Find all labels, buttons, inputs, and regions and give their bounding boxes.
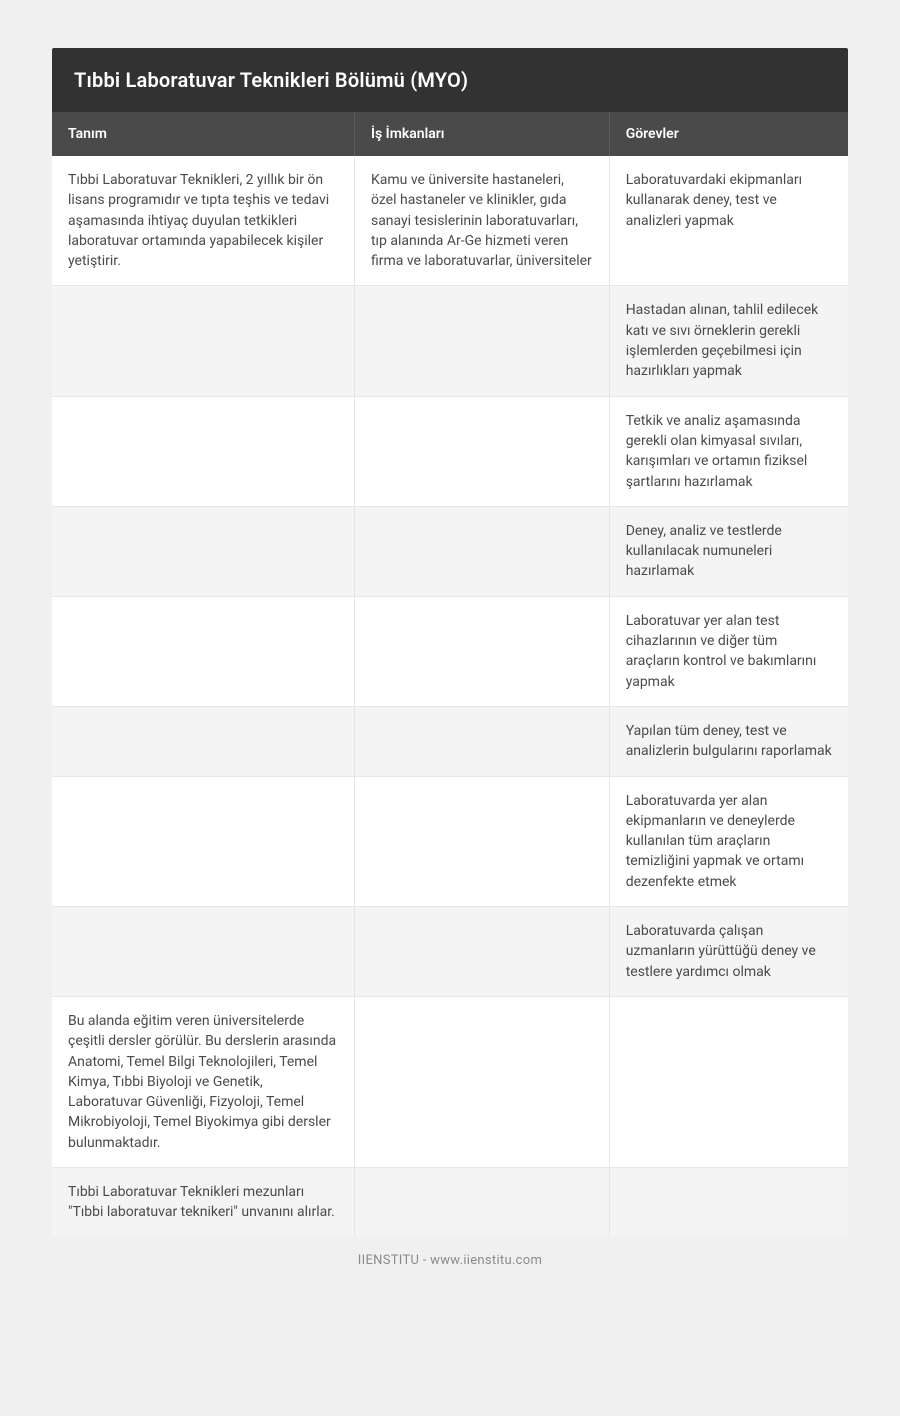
- cell-gorev: [609, 996, 848, 1167]
- cell-gorev: Yapılan tüm deney, test ve analizlerin b…: [609, 706, 848, 776]
- table-row: Hastadan alınan, tahlil edilecek katı ve…: [52, 286, 848, 396]
- cell-gorev: [609, 1167, 848, 1236]
- cell-is: [354, 706, 609, 776]
- info-card: Tıbbi Laboratuvar Teknikleri Bölümü (MYO…: [52, 48, 848, 1237]
- col-header-is: İş İmkanları: [354, 112, 609, 156]
- cell-tanim: Bu alanda eğitim veren üniversitelerde ç…: [52, 996, 354, 1167]
- table-row: Yapılan tüm deney, test ve analizlerin b…: [52, 706, 848, 776]
- table-row: Tıbbi Laboratuvar Teknikleri mezunları "…: [52, 1167, 848, 1236]
- cell-tanim: [52, 776, 354, 906]
- cell-is: [354, 506, 609, 596]
- table-row: Laboratuvarda yer alan ekipmanların ve d…: [52, 776, 848, 906]
- cell-gorev: Laboratuvardaki ekipmanları kullanarak d…: [609, 156, 848, 286]
- cell-is: Kamu ve üniversite hastaneleri, özel has…: [354, 156, 609, 286]
- cell-is: [354, 286, 609, 396]
- table-row: Laboratuvarda çalışan uzmanların yürüttü…: [52, 907, 848, 997]
- cell-is: [354, 396, 609, 506]
- info-table: Tanım İş İmkanları Görevler Tıbbi Labora…: [52, 112, 848, 1237]
- table-body: Tıbbi Laboratuvar Teknikleri, 2 yıllık b…: [52, 156, 848, 1237]
- table-row: Laboratuvar yer alan test cihazlarının v…: [52, 596, 848, 706]
- cell-is: [354, 907, 609, 997]
- cell-gorev: Deney, analiz ve testlerde kullanılacak …: [609, 506, 848, 596]
- cell-tanim: Tıbbi Laboratuvar Teknikleri mezunları "…: [52, 1167, 354, 1236]
- cell-gorev: Laboratuvarda çalışan uzmanların yürüttü…: [609, 907, 848, 997]
- col-header-gorev: Görevler: [609, 112, 848, 156]
- cell-tanim: [52, 596, 354, 706]
- cell-is: [354, 776, 609, 906]
- cell-tanim: [52, 506, 354, 596]
- cell-gorev: Tetkik ve analiz aşamasında gerekli olan…: [609, 396, 848, 506]
- cell-is: [354, 596, 609, 706]
- cell-gorev: Laboratuvarda yer alan ekipmanların ve d…: [609, 776, 848, 906]
- cell-tanim: [52, 706, 354, 776]
- table-header-row: Tanım İş İmkanları Görevler: [52, 112, 848, 156]
- cell-tanim: [52, 907, 354, 997]
- table-row: Tetkik ve analiz aşamasında gerekli olan…: [52, 396, 848, 506]
- table-row: Deney, analiz ve testlerde kullanılacak …: [52, 506, 848, 596]
- cell-gorev: Laboratuvar yer alan test cihazlarının v…: [609, 596, 848, 706]
- col-header-tanim: Tanım: [52, 112, 354, 156]
- cell-is: [354, 1167, 609, 1236]
- table-row: Tıbbi Laboratuvar Teknikleri, 2 yıllık b…: [52, 156, 848, 286]
- cell-is: [354, 996, 609, 1167]
- table-row: Bu alanda eğitim veren üniversitelerde ç…: [52, 996, 848, 1167]
- cell-gorev: Hastadan alınan, tahlil edilecek katı ve…: [609, 286, 848, 396]
- cell-tanim: [52, 396, 354, 506]
- cell-tanim: [52, 286, 354, 396]
- cell-tanim: Tıbbi Laboratuvar Teknikleri, 2 yıllık b…: [52, 156, 354, 286]
- footer-text: IIENSTITU - www.iienstitu.com: [52, 1237, 848, 1268]
- card-title: Tıbbi Laboratuvar Teknikleri Bölümü (MYO…: [52, 48, 848, 112]
